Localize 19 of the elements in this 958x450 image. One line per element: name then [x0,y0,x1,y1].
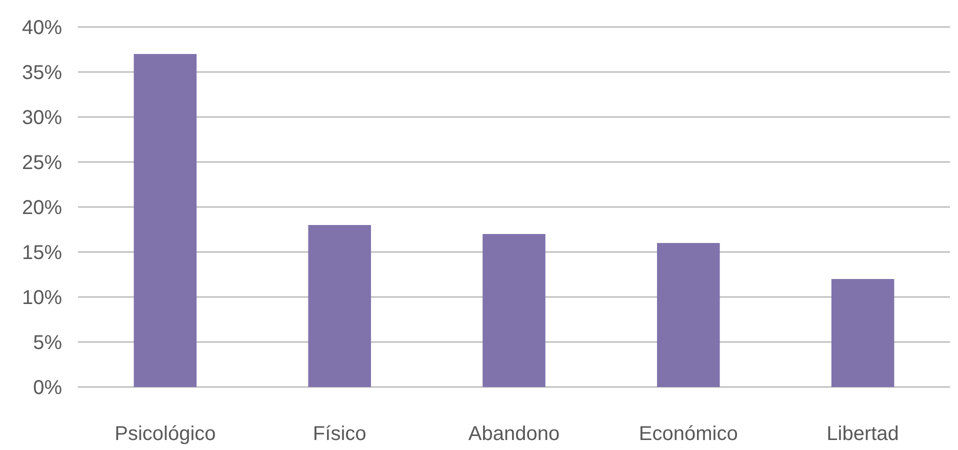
y-tick-label: 15% [22,242,62,264]
bar [657,243,720,387]
x-tick-label: Libertad [826,423,899,445]
bar [134,54,197,387]
y-tick-label: 10% [22,287,62,309]
x-tick-label: Psicológico [114,423,216,445]
y-tick-label: 40% [22,17,62,39]
y-tick-label: 30% [22,107,62,129]
x-tick-label: Abandono [468,423,560,445]
bar [482,234,546,387]
y-tick-label: 25% [22,152,62,174]
bar [308,225,371,387]
bar [831,279,894,387]
x-tick-label: Económico [638,423,738,445]
y-tick-label: 5% [33,332,62,354]
y-tick-label: 20% [22,197,62,219]
x-tick-label: Físico [312,423,366,445]
y-tick-label: 35% [22,62,62,84]
y-tick-label: 0% [33,377,62,399]
